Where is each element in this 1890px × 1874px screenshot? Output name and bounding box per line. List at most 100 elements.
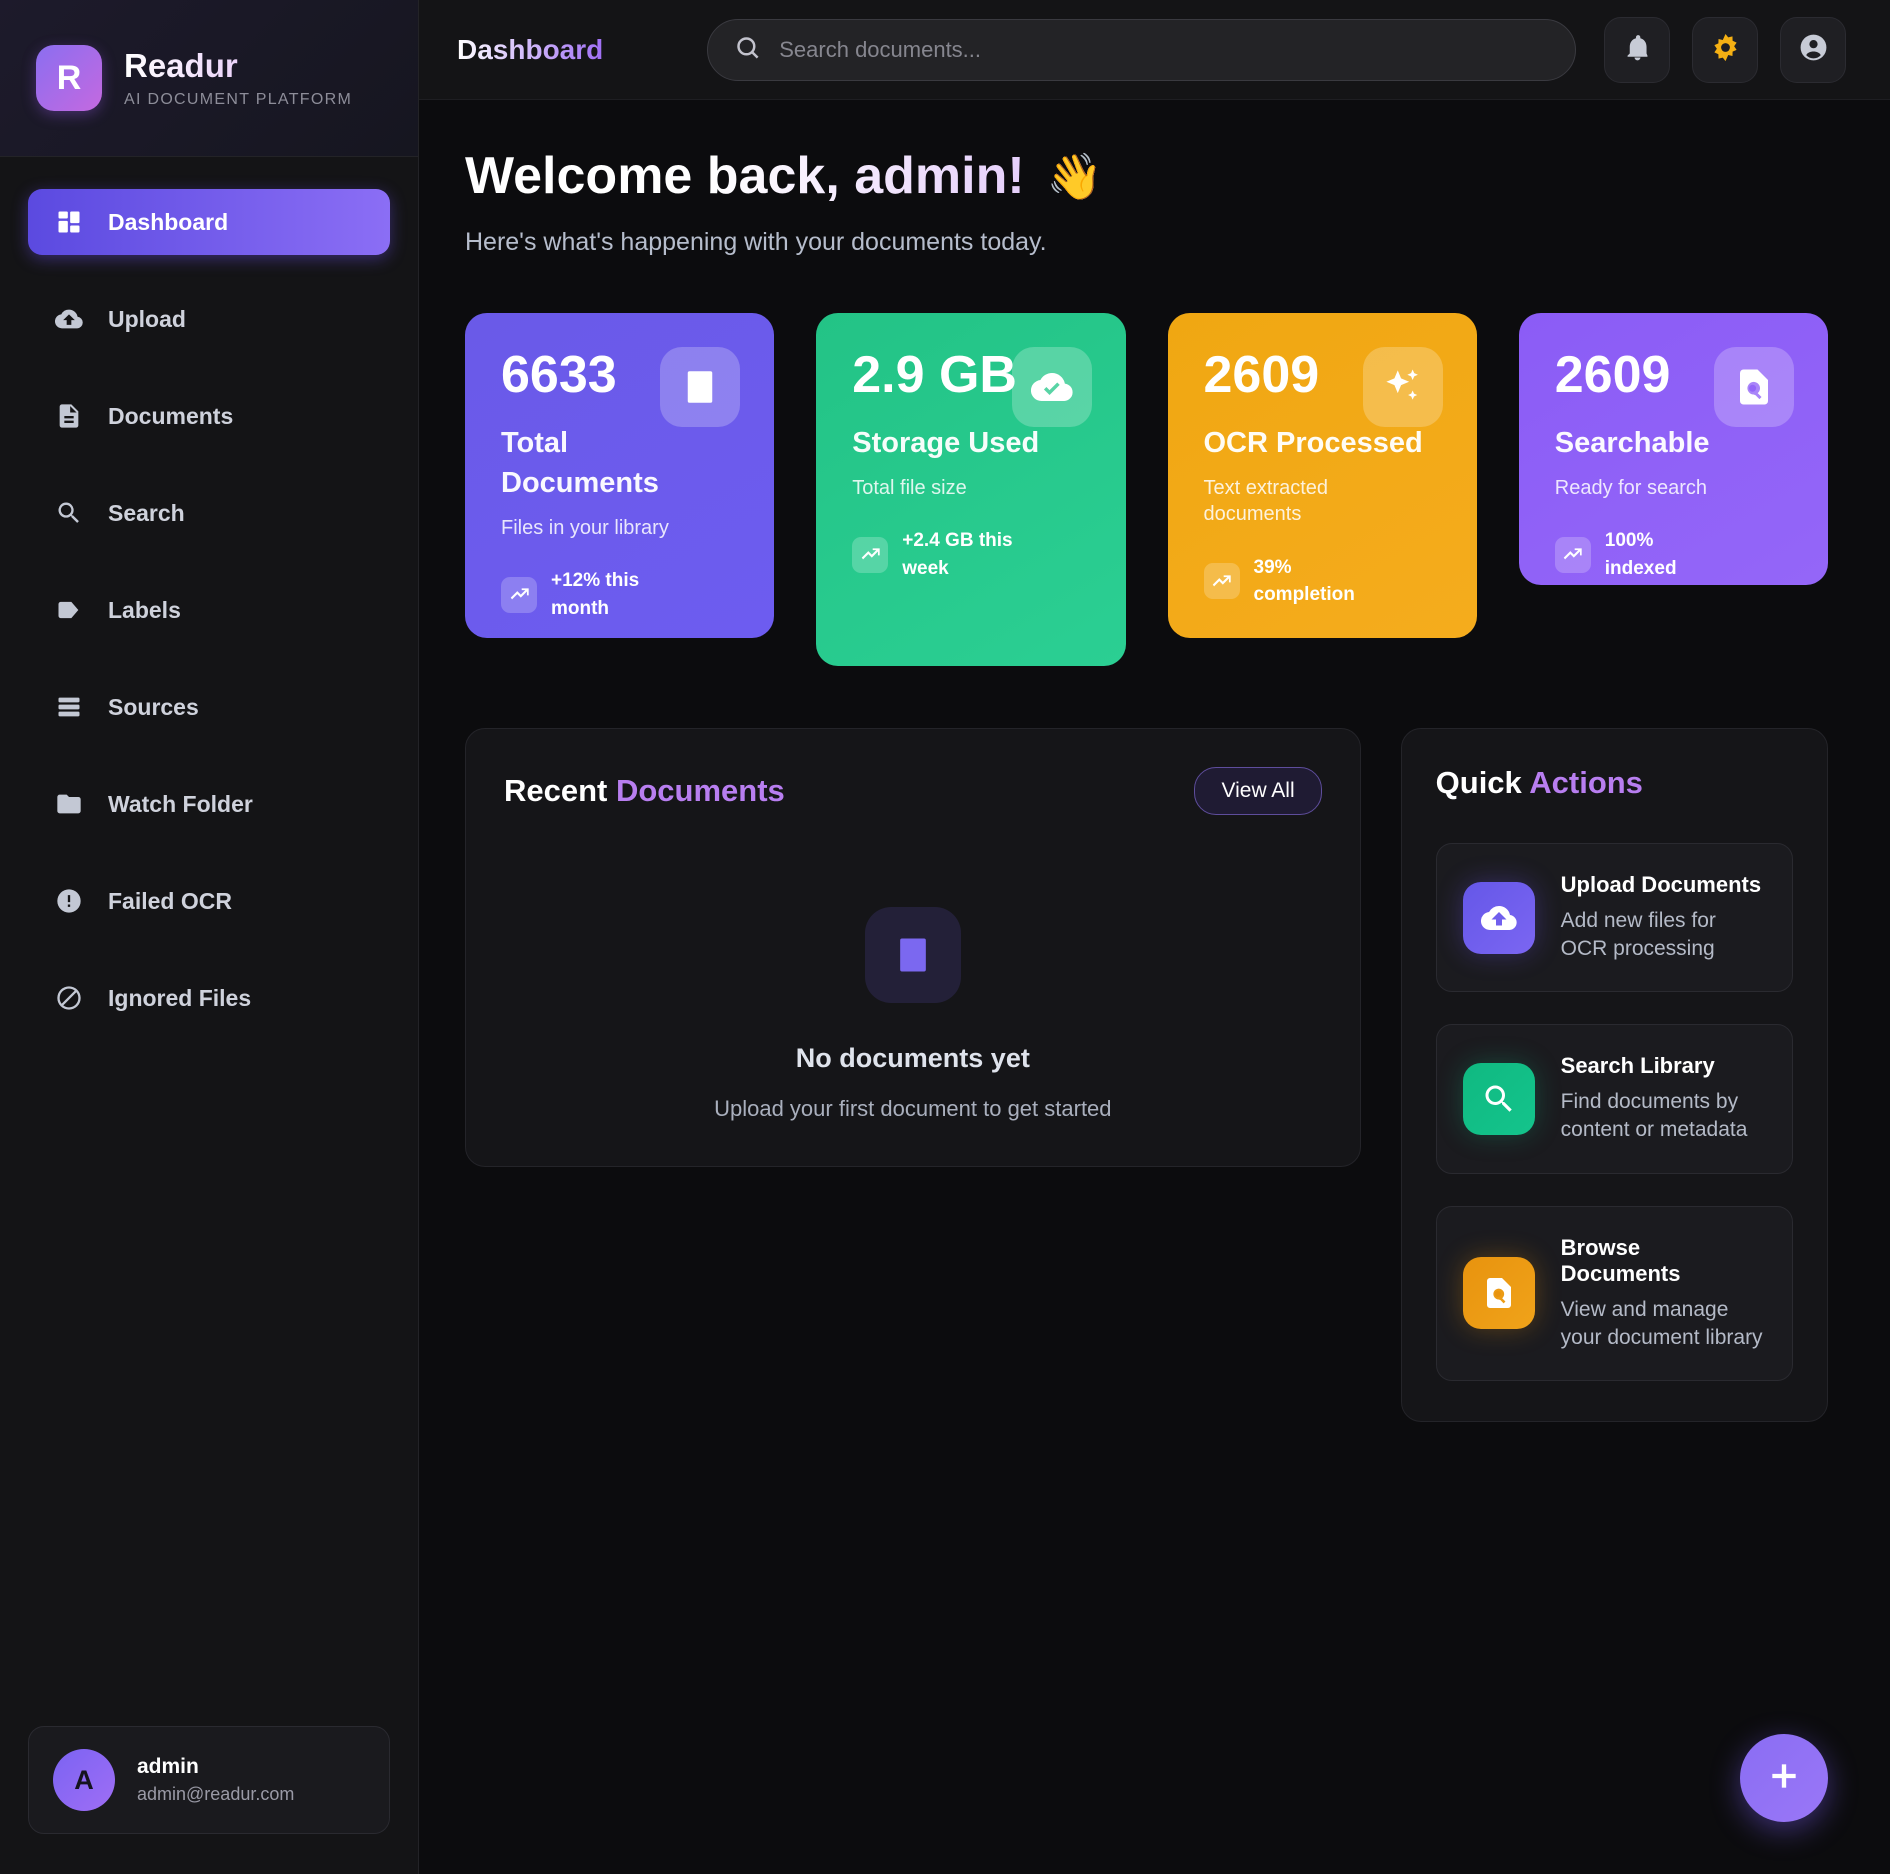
stat-value: 6633 [501, 346, 617, 404]
sidebar-item-labels[interactable]: Labels [28, 577, 390, 643]
welcome-subtitle: Here's what's happening with your docume… [465, 228, 1047, 256]
stat-label: Total Documents [501, 427, 659, 500]
notifications-button[interactable] [1604, 16, 1670, 83]
stat-trend-label: 100% indexed [1604, 530, 1677, 579]
account-button[interactable] [1780, 16, 1846, 83]
sidebar-item-label: Upload [108, 305, 186, 332]
quick-actions-list: Upload Documents Add new files for OCR p… [1435, 843, 1793, 1381]
sidebar-item-watch-folder[interactable]: Watch Folder [28, 771, 390, 837]
recent-documents-empty-state: No documents yet Upload your first docum… [504, 815, 1322, 1122]
document-lines-icon [864, 907, 961, 1003]
quick-actions-title: Quick Actions [1436, 765, 1793, 801]
trending-up-icon [852, 536, 889, 573]
brand-logo: R [36, 45, 102, 111]
alert-circle-icon [54, 886, 84, 916]
stat-value: 2609 [1203, 346, 1320, 404]
block-icon [54, 983, 84, 1013]
search-input[interactable] [779, 36, 1549, 63]
document-icon [54, 401, 84, 431]
topbar-actions [1604, 16, 1846, 83]
quick-action-browse-documents[interactable]: Browse Documents View and manage your do… [1435, 1205, 1793, 1381]
quick-action-description: Find documents by content or metadata [1560, 1090, 1748, 1142]
main-area: Dashboard Welcome back, admin! � [419, 0, 1890, 1874]
sidebar-item-upload[interactable]: Upload [28, 286, 390, 352]
quick-action-search-library[interactable]: Search Library Find documents by content… [1435, 1024, 1793, 1174]
sidebar-item-label: Dashboard [108, 208, 229, 235]
sidebar-item-label: Labels [108, 596, 181, 623]
stat-cards: 6633 Total Documents Files in your libra… [465, 313, 1828, 666]
stat-description: Text extracted documents [1203, 477, 1329, 526]
quick-action-upload-documents[interactable]: Upload Documents Add new files for OCR p… [1435, 843, 1793, 993]
recent-documents-title: Recent Documents [504, 773, 785, 809]
page-title: Dashboard [457, 33, 604, 65]
stat-card-total-documents[interactable]: 6633 Total Documents Files in your libra… [465, 313, 775, 638]
sidebar-item-label: Sources [108, 693, 199, 720]
sidebar-item-label: Watch Folder [108, 790, 253, 817]
empty-state-subtitle: Upload your first document to get starte… [714, 1096, 1112, 1121]
search-icon [54, 498, 84, 528]
quick-action-description: View and manage your document library [1560, 1297, 1763, 1349]
dashboard-content: Welcome back, admin! 👋 Here's what's hap… [419, 100, 1890, 1874]
plus-icon [1764, 1756, 1804, 1801]
trending-up-icon [1554, 536, 1591, 573]
cloud-upload-icon [1462, 881, 1535, 954]
recent-title-accent: Documents [615, 773, 785, 808]
brand-header: R Readur AI DOCUMENT PLATFORM [0, 0, 418, 157]
topbar: Dashboard [419, 0, 1890, 100]
stat-value: 2609 [1554, 346, 1671, 404]
search-bar[interactable] [707, 18, 1576, 81]
stat-trend-label: +2.4 GB this week [902, 530, 1013, 579]
stat-card-ocr-processed[interactable]: 2609 OCR Processed Text extracted docume… [1167, 313, 1477, 638]
stat-value: 2.9 GB [852, 346, 1017, 404]
cloud-upload-icon [54, 304, 84, 334]
stat-trend: 39% completion [1203, 554, 1441, 609]
sun-icon [1710, 32, 1741, 68]
brand-name: Readur [124, 47, 352, 85]
stat-trend-label: +12% this month [551, 570, 640, 619]
stat-trend: +2.4 GB this week [852, 527, 1089, 582]
add-button[interactable] [1740, 1734, 1828, 1822]
cloud-check-icon [1011, 347, 1092, 427]
quick-action-title: Upload Documents [1560, 872, 1762, 897]
sidebar-user-card[interactable]: A admin admin@readur.com [28, 1726, 390, 1834]
empty-state-title: No documents yet [795, 1043, 1030, 1073]
stat-card-storage-used[interactable]: 2.9 GB Storage Used Total file size +2.4… [816, 313, 1126, 666]
account-circle-icon [1798, 32, 1829, 68]
view-all-button[interactable]: View All [1194, 767, 1322, 815]
avatar: A [53, 1749, 115, 1811]
quick-title-accent: Actions [1529, 765, 1643, 800]
stat-label: Searchable [1554, 427, 1710, 459]
document-lines-icon [660, 347, 741, 427]
welcome-heading: Welcome back, admin! 👋 [465, 146, 1828, 206]
sidebar-item-documents[interactable]: Documents [28, 383, 390, 449]
theme-toggle-button[interactable] [1692, 16, 1758, 83]
stat-description: Total file size [852, 477, 967, 500]
sidebar-item-failed-ocr[interactable]: Failed OCR [28, 868, 390, 934]
search-icon [734, 34, 761, 66]
sidebar-item-ignored-files[interactable]: Ignored Files [28, 965, 390, 1031]
stat-label: OCR Processed [1203, 427, 1423, 459]
stat-description: Ready for search [1554, 477, 1708, 500]
sidebar-item-label: Failed OCR [108, 887, 232, 914]
sparkles-icon [1362, 347, 1443, 427]
dashboard-panels: Recent Documents View All No documents y… [465, 728, 1828, 1422]
welcome-text: Welcome back, admin! [465, 147, 1025, 205]
stat-label: Storage Used [852, 427, 1040, 459]
stat-trend: 100% indexed [1554, 527, 1792, 582]
user-email: admin@readur.com [137, 1784, 295, 1804]
wave-emoji: 👋 [1046, 150, 1103, 202]
stat-card-searchable[interactable]: 2609 Searchable Ready for search 100% in… [1518, 313, 1828, 585]
trending-up-icon [1203, 563, 1240, 600]
quick-action-title: Browse Documents [1560, 1234, 1681, 1286]
sidebar-item-label: Search [108, 499, 185, 526]
sidebar-nav: Dashboard Upload Documents Search Labels… [0, 157, 418, 1726]
sidebar: R Readur AI DOCUMENT PLATFORM Dashboard … [0, 0, 419, 1874]
sidebar-item-dashboard[interactable]: Dashboard [28, 189, 390, 255]
sidebar-item-search[interactable]: Search [28, 480, 390, 546]
stat-trend: +12% this month [501, 567, 738, 622]
quick-action-description: Add new files for OCR processing [1560, 909, 1716, 961]
sidebar-item-sources[interactable]: Sources [28, 674, 390, 740]
recent-documents-header: Recent Documents View All [504, 767, 1322, 815]
quick-title-primary: Quick [1435, 765, 1530, 800]
